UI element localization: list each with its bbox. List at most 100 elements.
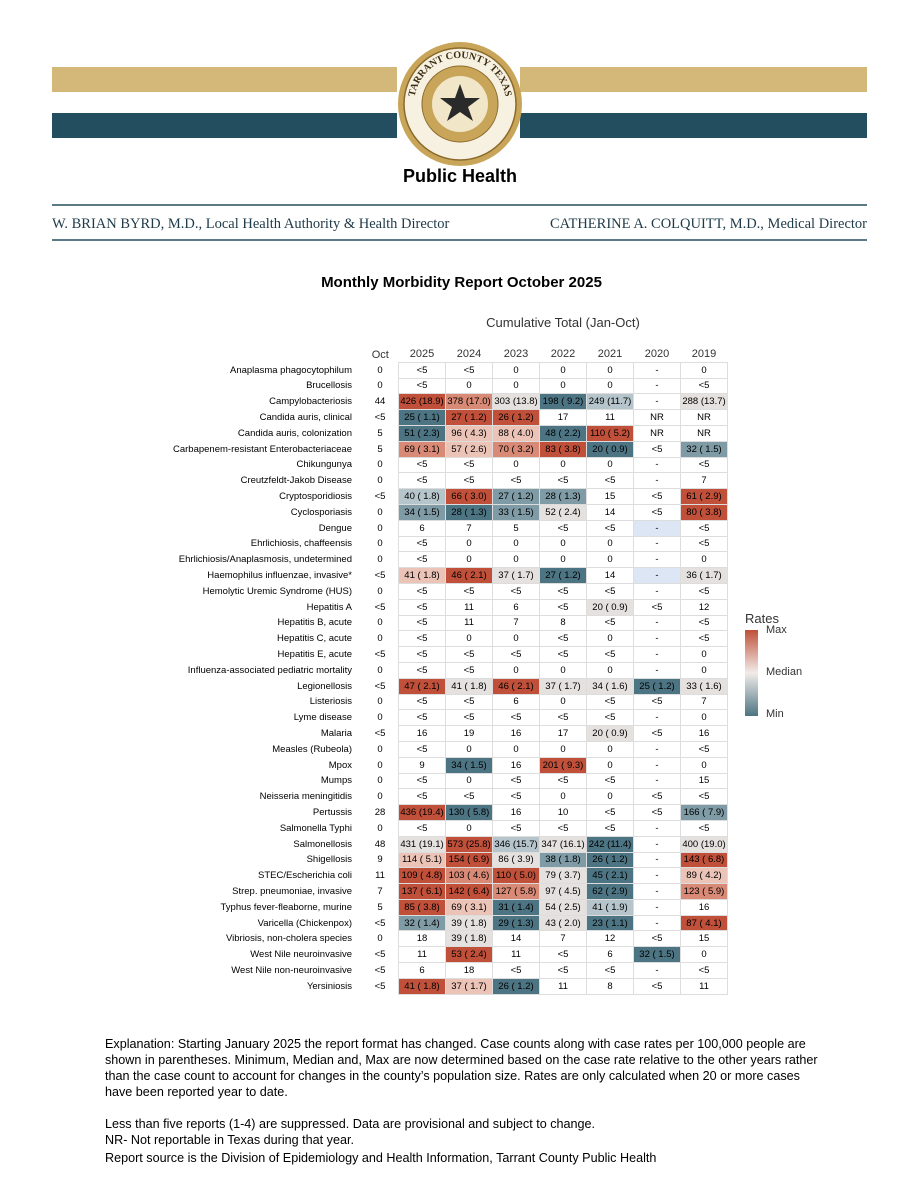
column-header: 2020 bbox=[644, 348, 670, 361]
cell: 53 ( 2.4) bbox=[445, 946, 493, 964]
cell: - bbox=[633, 393, 681, 411]
cell: 0 bbox=[492, 661, 540, 679]
cell: 11 bbox=[539, 977, 587, 995]
cell: <5 bbox=[680, 788, 728, 806]
cell: - bbox=[633, 472, 681, 490]
cell: <5 bbox=[374, 491, 386, 503]
cell: 346 (15.7) bbox=[492, 835, 540, 853]
cell: <5 bbox=[398, 551, 446, 569]
cell: 0 bbox=[586, 630, 634, 648]
row: Varicella (Chickenpox) <5 32 ( 1.4) 39 ( 1.… bbox=[50, 914, 728, 932]
cell: 34 ( 1.5) bbox=[398, 503, 446, 521]
cell: - bbox=[633, 835, 681, 853]
cell: <5 bbox=[539, 946, 587, 964]
cell: 242 (11.4) bbox=[586, 835, 634, 853]
cell: <5 bbox=[633, 440, 681, 458]
disease-name: West Nile neuroinvasive bbox=[250, 949, 352, 961]
row: Pertussis 28 436 (19.4) 130 ( 5.8) 16 10 <5 <5 1… bbox=[50, 804, 728, 821]
cell: <5 bbox=[633, 693, 681, 711]
cell: 5 bbox=[377, 443, 383, 455]
disease-name: Dengue bbox=[318, 522, 352, 534]
row: Haemophilus influenzae, invasive* <5 41 ( … bbox=[50, 567, 728, 584]
cell: 83 ( 3.8) bbox=[539, 440, 587, 458]
cell: 52 ( 2.4) bbox=[539, 503, 587, 521]
cell: 7 bbox=[680, 472, 728, 490]
disease-name: Hepatitis A bbox=[306, 601, 352, 613]
cell: 0 bbox=[377, 775, 383, 787]
disease-name: Yersiniosis bbox=[306, 980, 352, 992]
cell: 54 ( 2.5) bbox=[539, 898, 587, 916]
cell: 39 ( 1.8) bbox=[445, 930, 493, 948]
cell: 6 bbox=[398, 962, 446, 979]
row: Yersiniosis <5 41 ( 1.8) 37 ( 1.7) 26 ( 1.2)… bbox=[50, 977, 728, 995]
cell: 201 ( 9.3) bbox=[539, 756, 587, 774]
column-header: 2024 bbox=[456, 348, 482, 361]
cell: <5 bbox=[398, 377, 446, 395]
disease-name: West Nile non-neuroinvasive bbox=[231, 964, 352, 976]
cell: 12 bbox=[586, 930, 634, 948]
cell: <5 bbox=[445, 646, 493, 663]
cell: <5 bbox=[586, 614, 634, 632]
cell: 85 ( 3.8) bbox=[398, 898, 446, 916]
cell: 0 bbox=[539, 740, 587, 758]
row: Malaria <5 16 19 16 17 20 ( 0.9) <5 16 bbox=[50, 725, 728, 742]
disease-name: Haemophilus influenzae, invasive* bbox=[207, 570, 352, 582]
cell: <5 bbox=[633, 788, 681, 806]
cell: <5 bbox=[539, 472, 587, 490]
row: Carbapenem-resistant Enterobacteriaceae 5… bbox=[50, 440, 728, 458]
cell: 48 bbox=[374, 838, 386, 850]
cell: 7 bbox=[539, 930, 587, 948]
cell: 0 bbox=[377, 585, 383, 597]
cell: <5 bbox=[398, 614, 446, 632]
legend-label: Min bbox=[766, 708, 784, 720]
cell: - bbox=[633, 630, 681, 648]
director-right: CATHERINE A. COLQUITT, M.D., Medical Dir… bbox=[550, 216, 867, 232]
row: Hepatitis E, acute <5 <5 <5 <5 <5 <5-0 bbox=[50, 646, 728, 663]
cell: <5 bbox=[492, 472, 540, 490]
director-left: W. BRIAN BYRD, M.D., Local Health Author… bbox=[52, 216, 450, 232]
cell: <5 bbox=[586, 472, 634, 490]
cell: 62 ( 2.9) bbox=[586, 883, 634, 900]
cell: 61 ( 2.9) bbox=[680, 488, 728, 505]
cell: 0 bbox=[445, 740, 493, 758]
disease-name: Hepatitis B, acute bbox=[277, 617, 352, 629]
cell: 378 (17.0) bbox=[445, 393, 493, 411]
cell: 114 ( 5.1) bbox=[398, 851, 446, 869]
cell: 0 bbox=[680, 946, 728, 964]
cell: 0 bbox=[377, 712, 383, 724]
disease-name: Strep. pneumoniae, invasive bbox=[232, 885, 352, 897]
cell: 0 bbox=[445, 819, 493, 837]
cell: 51 ( 2.3) bbox=[398, 424, 446, 442]
cell: <5 bbox=[374, 949, 386, 961]
cell: - bbox=[633, 551, 681, 569]
cell: <5 bbox=[539, 519, 587, 537]
cell: 130 ( 5.8) bbox=[445, 804, 493, 821]
row: Dengue 0 6 7 5 <5 <5- <5 bbox=[50, 519, 728, 537]
cell: 0 bbox=[377, 475, 383, 487]
row: Mpox 0 9 34 ( 1.5) 16 201 ( 9.3) 0-0 bbox=[50, 756, 728, 774]
cell: <5 bbox=[680, 535, 728, 553]
cell: 143 ( 6.8) bbox=[680, 851, 728, 869]
cell: - bbox=[633, 867, 681, 885]
cell: 110 ( 5.0) bbox=[492, 867, 540, 885]
cell: <5 bbox=[586, 519, 634, 537]
cell: <5 bbox=[398, 646, 446, 663]
row: Cyclosporiasis 0 34 ( 1.5) 28 ( 1.3) 33 ( 1.… bbox=[50, 503, 728, 521]
cell: <5 bbox=[445, 693, 493, 711]
cell: 7 bbox=[445, 519, 493, 537]
cell: <5 bbox=[586, 819, 634, 837]
notes: Explanation: Starting January 2025 the r… bbox=[105, 1036, 825, 1166]
disease-name: Ehrlichiosis, chaffeensis bbox=[250, 538, 352, 550]
teal-band bbox=[52, 113, 397, 138]
cell: 20 ( 0.9) bbox=[586, 598, 634, 616]
cell: - bbox=[633, 709, 681, 727]
report-title: Monthly Morbidity Report October 2025 bbox=[321, 274, 602, 291]
cell: 28 ( 1.3) bbox=[445, 503, 493, 521]
cell: 47 ( 2.1) bbox=[398, 677, 446, 695]
cell: 0 bbox=[492, 535, 540, 553]
cell: 0 bbox=[586, 740, 634, 758]
cell: 0 bbox=[492, 377, 540, 395]
cell: 15 bbox=[586, 488, 634, 505]
cell: <5 bbox=[539, 819, 587, 837]
cell: <5 bbox=[398, 630, 446, 648]
